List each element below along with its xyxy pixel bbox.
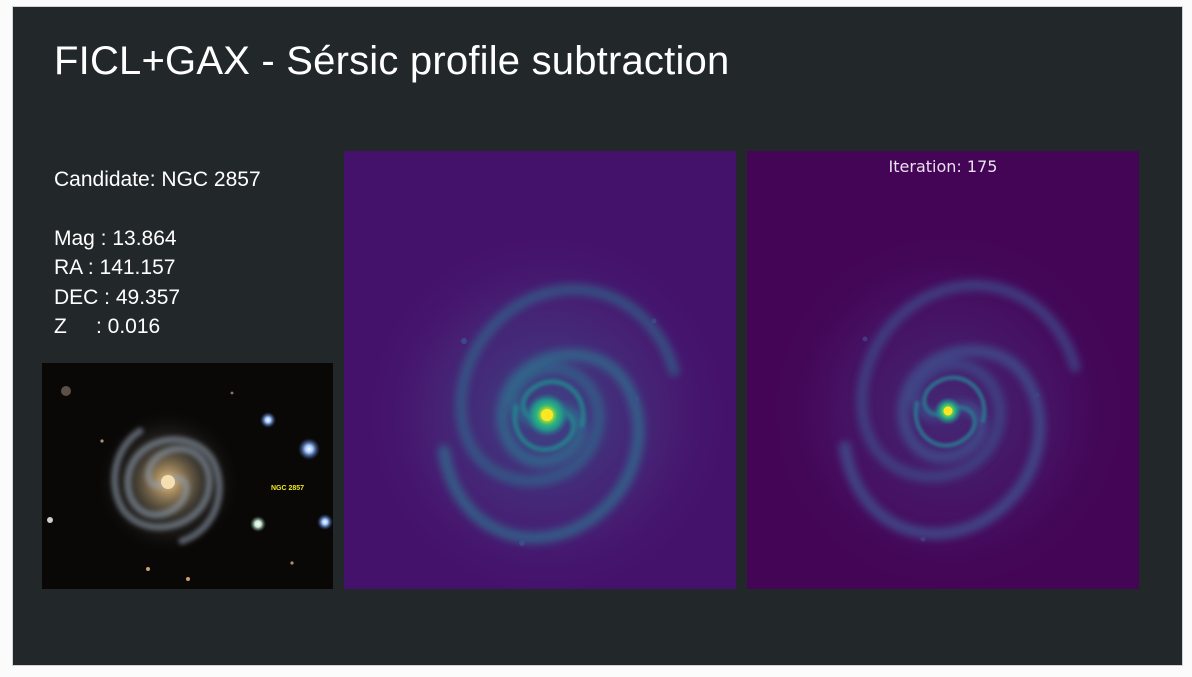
original-image-panel xyxy=(344,151,736,589)
candidate-label: Candidate: NGC 2857 xyxy=(54,168,261,191)
dec-value: DEC : 49.357 xyxy=(54,285,181,309)
slide-title: FICL+GAX - Sérsic profile subtraction xyxy=(54,39,730,83)
redshift-value: Z : 0.016 xyxy=(54,315,161,338)
iteration-label: Iteration: 175 xyxy=(888,157,998,176)
galaxy-photo-label: NGC 2857 xyxy=(271,485,305,492)
galaxy-photo: NGC 2857 xyxy=(42,363,333,589)
presentation-slide: FICL+GAX - Sérsic profile subtraction Ca… xyxy=(13,7,1182,665)
original-galaxy-image xyxy=(344,151,736,589)
ra-value: RA : 141.157 xyxy=(54,256,176,279)
galaxy-photo-image xyxy=(42,363,333,589)
residual-image-panel: Iteration: 175 xyxy=(747,151,1139,589)
candidate-info: Candidate: NGC 2857 Mag : 13.864 RA : 14… xyxy=(54,165,261,342)
residual-galaxy-image xyxy=(747,151,1139,589)
magnitude-value: Mag : 13.864 xyxy=(54,226,177,250)
